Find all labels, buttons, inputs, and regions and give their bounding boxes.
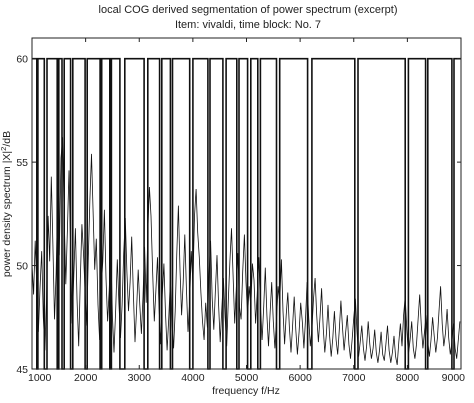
spectrum-layer [31,137,461,365]
y-axis-label-superscript: 2 [0,147,8,151]
segmentation-line [32,57,461,370]
plot-area [32,38,461,369]
y-axis-label-unit: /dB [1,131,13,147]
x-tick-label: 7000 [342,372,366,384]
x-tick-label: 3000 [128,372,152,384]
chart-title: local COG derived segmentation of power … [99,4,398,16]
y-tick-label: 45 [16,364,28,376]
x-axis: 1000 2000 3000 4000 5000 6000 7000 8000 9000 [28,38,465,384]
x-tick-label: 1000 [28,372,52,384]
y-tick-label: 50 [16,261,28,273]
x-tick-label: 5000 [235,372,259,384]
chart-subtitle: Item: vivaldi, time block: No. 7 [175,19,321,31]
spectrum-line [31,137,461,365]
plot-frame [32,38,461,369]
x-tick-label: 8000 [396,372,420,384]
segmentation-layer [32,57,461,370]
y-axis-label: power density spectrum |X|2/dB [0,131,13,277]
x-tick-label: 2000 [74,372,98,384]
x-axis-label: frequency f/Hz [212,385,280,397]
x-tick-label: 6000 [288,372,312,384]
y-tick-label: 60 [16,54,28,66]
x-tick-label: 4000 [181,372,205,384]
x-tick-label: 9000 [442,372,466,384]
y-tick-label: 55 [16,157,28,169]
y-axis: 45 50 55 60 [16,54,461,376]
y-axis-label-main: power density spectrum |X| [1,151,13,277]
